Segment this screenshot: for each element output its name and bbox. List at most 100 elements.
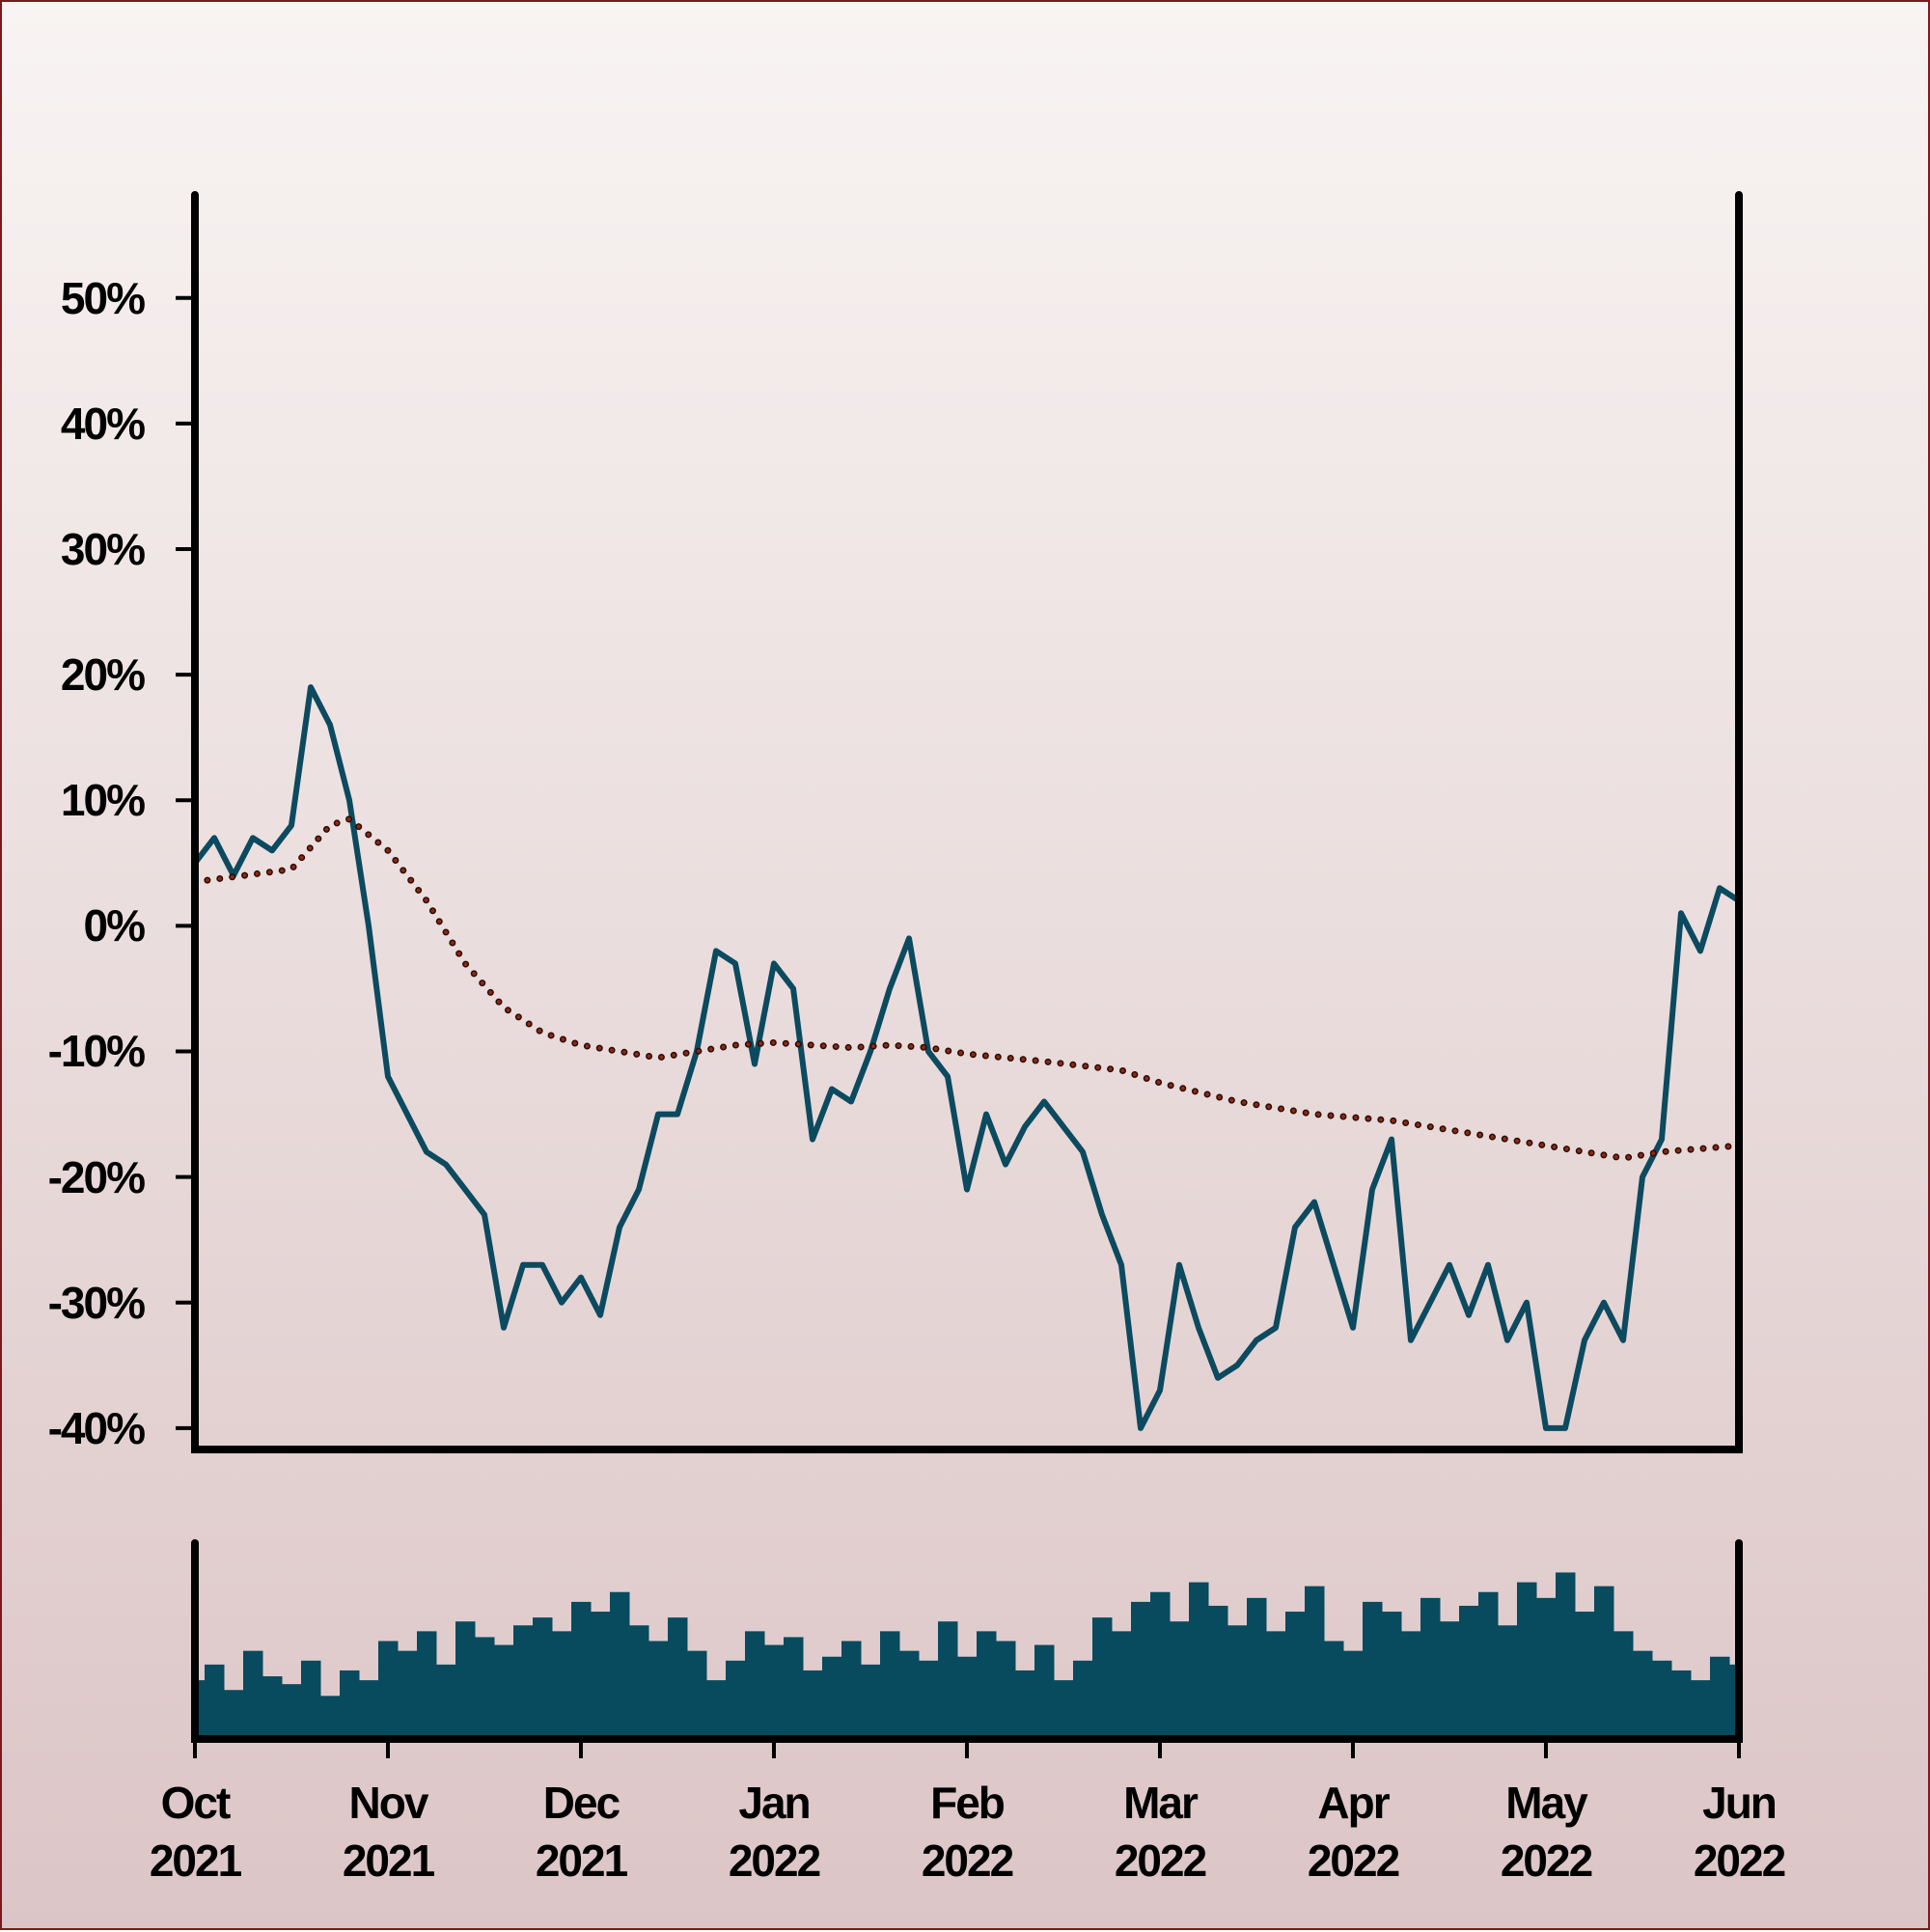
volume-bar [919,1660,939,1739]
volume-bar [398,1650,418,1739]
volume-bar [591,1612,611,1739]
volume-bar [1092,1617,1113,1739]
volume-bar [436,1664,456,1739]
volume-bar [1112,1631,1132,1739]
volume-bar [822,1656,842,1739]
volume-bar [648,1641,669,1739]
volume-frame [191,1539,1743,1743]
volume-bar [1517,1582,1537,1739]
volume-bar [1478,1591,1499,1739]
volume-bar [1266,1631,1286,1739]
volume-bar [880,1631,900,1739]
y-tick-label: 40% [60,398,146,449]
volume-bar [455,1621,476,1739]
volume-bar [1285,1612,1306,1739]
volume-bar [1227,1625,1248,1739]
volume-bar [1401,1631,1421,1739]
volume-bar [359,1680,379,1739]
volume-bar [1150,1591,1171,1739]
volume-bar [1613,1631,1634,1739]
volume-bar [552,1631,572,1739]
volume-bar [282,1684,302,1739]
volume-bar [378,1641,399,1739]
volume-bar [1498,1625,1518,1739]
y-tick-label: 10% [60,775,146,826]
y-tick-label: -10% [47,1026,146,1077]
volume-bar [1170,1621,1190,1739]
volume-bar [1208,1605,1228,1739]
volume-bar [494,1644,514,1739]
volume-bar [205,1664,225,1739]
volume-bar [726,1660,746,1739]
volume-bar [1440,1621,1460,1739]
volume-bar [861,1664,881,1739]
volume-bar [1671,1670,1692,1739]
volume-bar [1652,1660,1672,1739]
volume-bar [1556,1572,1576,1739]
volume-bar [1459,1605,1479,1739]
volume-bar [417,1631,437,1739]
axis-frame [191,191,1743,1453]
y-tick-label: -40% [47,1402,146,1453]
volume-bar [475,1637,495,1739]
volume-bar [610,1591,630,1739]
volume-bar [1073,1660,1093,1739]
volume-bar [1536,1597,1557,1739]
volume-bar [784,1637,804,1739]
y-tick-label: -20% [47,1151,146,1202]
x-tick-label: Dec 2021 [535,1778,628,1886]
volume-bar [1729,1664,1739,1739]
price-line [195,684,1739,1431]
volume-bar [668,1617,688,1739]
x-tick-label: May 2022 [1500,1778,1593,1886]
volume-bar [938,1621,958,1739]
volume-bar [243,1650,263,1739]
volume-bar [571,1601,592,1739]
y-tick-label: 20% [60,649,146,701]
volume-bar [803,1670,823,1739]
volume-bar [301,1660,321,1739]
volume-bar [1420,1597,1441,1739]
volume-bar [1710,1656,1730,1739]
volume-bar [629,1625,649,1739]
volume-bar [195,1680,206,1739]
volume-bar [745,1631,765,1739]
volume-bar [899,1650,920,1739]
volume-bar [1054,1680,1074,1739]
volume-bar [764,1644,785,1739]
moving-average-outline [195,814,1739,1162]
volume-bar [957,1656,978,1739]
volume-bar [533,1617,553,1739]
x-tick-label: Feb 2022 [921,1778,1014,1886]
x-tick-label: Jan 2022 [728,1778,821,1886]
volume-bar [1247,1597,1267,1739]
x-tick-label: Oct 2021 [149,1778,242,1886]
volume-bar [1575,1612,1595,1739]
volume-bar [513,1625,534,1739]
volume-bar [977,1631,997,1739]
volume-bar [262,1676,283,1739]
moving-average [195,816,1739,1161]
x-tick-label: Jun 2022 [1693,1778,1786,1886]
volume-bar [1131,1601,1151,1739]
y-tick-label: 30% [60,523,146,574]
x-tick-label: Nov 2021 [342,1778,435,1886]
volume-bar [1633,1650,1653,1739]
volume-bar [1015,1670,1035,1739]
y-tick-label: -30% [47,1277,146,1328]
x-tick-label: Mar 2022 [1114,1778,1207,1886]
volume-bar [1189,1582,1209,1739]
volume-bar [340,1670,360,1739]
volume-bar [1594,1586,1614,1739]
y-tick-label: 50% [60,272,146,323]
volume-bar [1382,1612,1402,1739]
volume-bar [687,1650,707,1739]
volume-bar [996,1641,1016,1739]
volume-bar [1691,1680,1711,1739]
volume-bar [1343,1650,1364,1739]
volume-bar [224,1690,244,1739]
volume-bar [706,1680,727,1739]
volume-bar [320,1696,341,1739]
